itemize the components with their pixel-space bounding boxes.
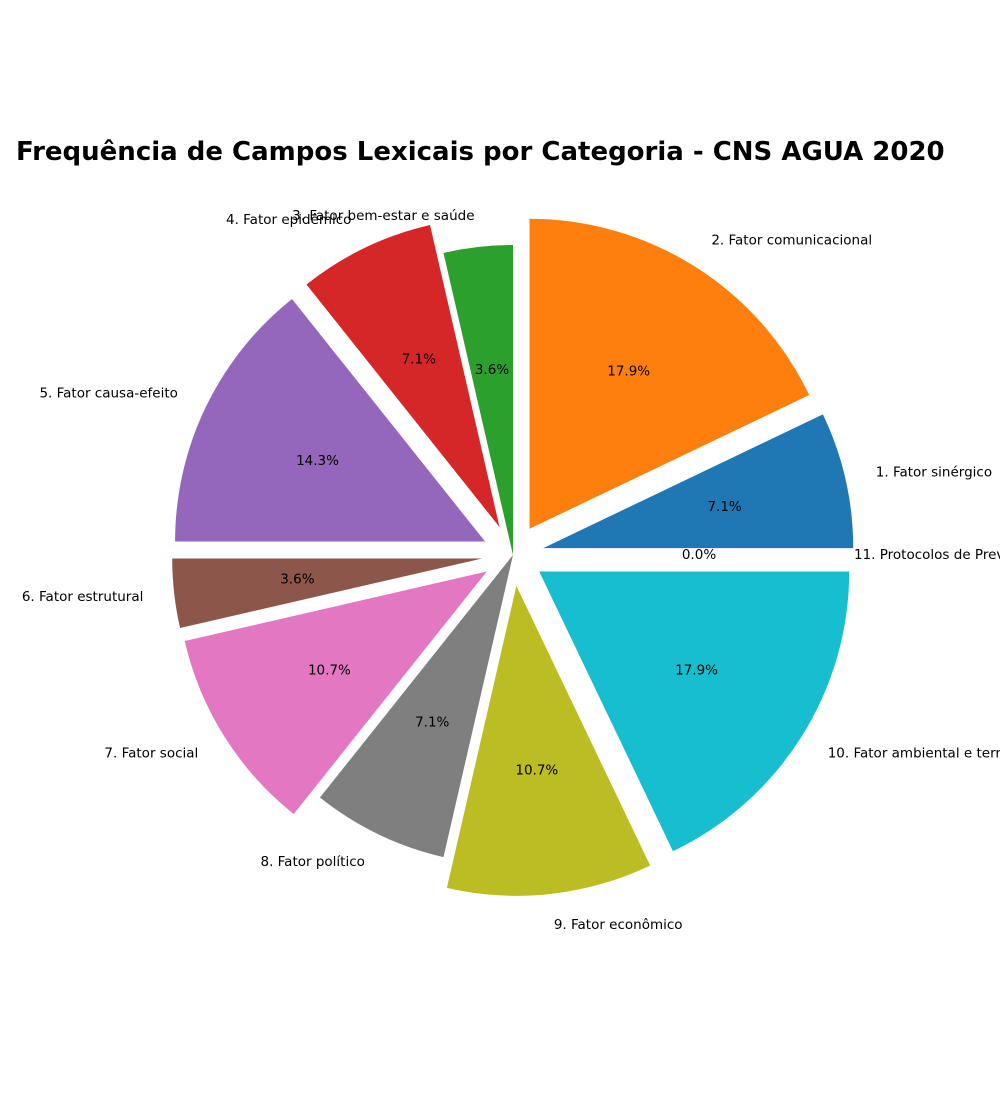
pct-8-fator-politico: 7.1% bbox=[415, 715, 449, 731]
slice-6-fator-estrutural bbox=[172, 558, 483, 629]
label-5-fator-causa-efeito: 5. Fator causa-efeito bbox=[39, 385, 177, 401]
pct-5-fator-causa-efeito: 14.3% bbox=[296, 453, 339, 469]
slice-10-fator-ambiental-e-territorial bbox=[539, 571, 850, 852]
slice-2-fator-comunicacional bbox=[529, 218, 810, 529]
pct-3-fator-bem-estar-e-saude: 3.6% bbox=[475, 362, 509, 378]
slice-7-fator-social bbox=[184, 571, 487, 815]
label-2-fator-comunicacional: 2. Fator comunicacional bbox=[711, 232, 872, 248]
label-10-fator-ambiental-e-territorial: 10. Fator ambiental e territorial bbox=[828, 745, 1000, 761]
pct-7-fator-social: 10.7% bbox=[308, 663, 351, 679]
label-4-fator-epidemico: 4. Fator epidêmico bbox=[226, 212, 351, 228]
pct-2-fator-comunicacional: 17.9% bbox=[607, 363, 650, 379]
percentage-labels: 7.1% 17.9% 3.6% 7.1% 14.3% 3.6% 10.7% 7.1% 10.7%… bbox=[280, 352, 742, 779]
chart-title: Frequência de Campos Lexicais por Catego… bbox=[16, 137, 945, 167]
slice-4-fator-epidemico bbox=[306, 224, 500, 528]
label-11-protocolos-de-prevencao: 11. Protocolos de Prevenção bbox=[854, 547, 1000, 563]
pct-6-fator-estrutural: 3.6% bbox=[280, 571, 314, 587]
category-labels: 1. Fator sinérgico 2. Fator comunicaciona… bbox=[22, 208, 1000, 933]
pct-11-protocolos-de-prevencao: 0.0% bbox=[682, 547, 716, 563]
label-9-fator-economico: 9. Fator econômico bbox=[554, 917, 683, 933]
slice-5-fator-causa-efeito bbox=[175, 298, 486, 542]
slice-8-fator-politico bbox=[319, 555, 513, 858]
label-7-fator-social: 7. Fator social bbox=[104, 745, 198, 761]
pct-10-fator-ambiental-e-territorial: 17.9% bbox=[675, 663, 718, 679]
pct-1-fator-sinergico: 7.1% bbox=[707, 499, 741, 515]
pie-slices bbox=[172, 218, 854, 896]
label-1-fator-sinergico: 1. Fator sinérgico bbox=[876, 465, 992, 481]
slice-9-fator-economico bbox=[446, 585, 651, 896]
label-3-fator-bem-estar-e-saude: 3. Fator bem-estar e saúde bbox=[292, 208, 474, 224]
pct-9-fator-economico: 10.7% bbox=[515, 763, 558, 779]
slice-3-fator-bem-estar-e-saude bbox=[443, 245, 513, 555]
pct-4-fator-epidemico: 7.1% bbox=[402, 352, 436, 368]
label-8-fator-politico: 8. Fator político bbox=[260, 854, 364, 870]
label-6-fator-estrutural: 6. Fator estrutural bbox=[22, 589, 144, 605]
slice-1-fator-sinergico bbox=[543, 414, 854, 549]
